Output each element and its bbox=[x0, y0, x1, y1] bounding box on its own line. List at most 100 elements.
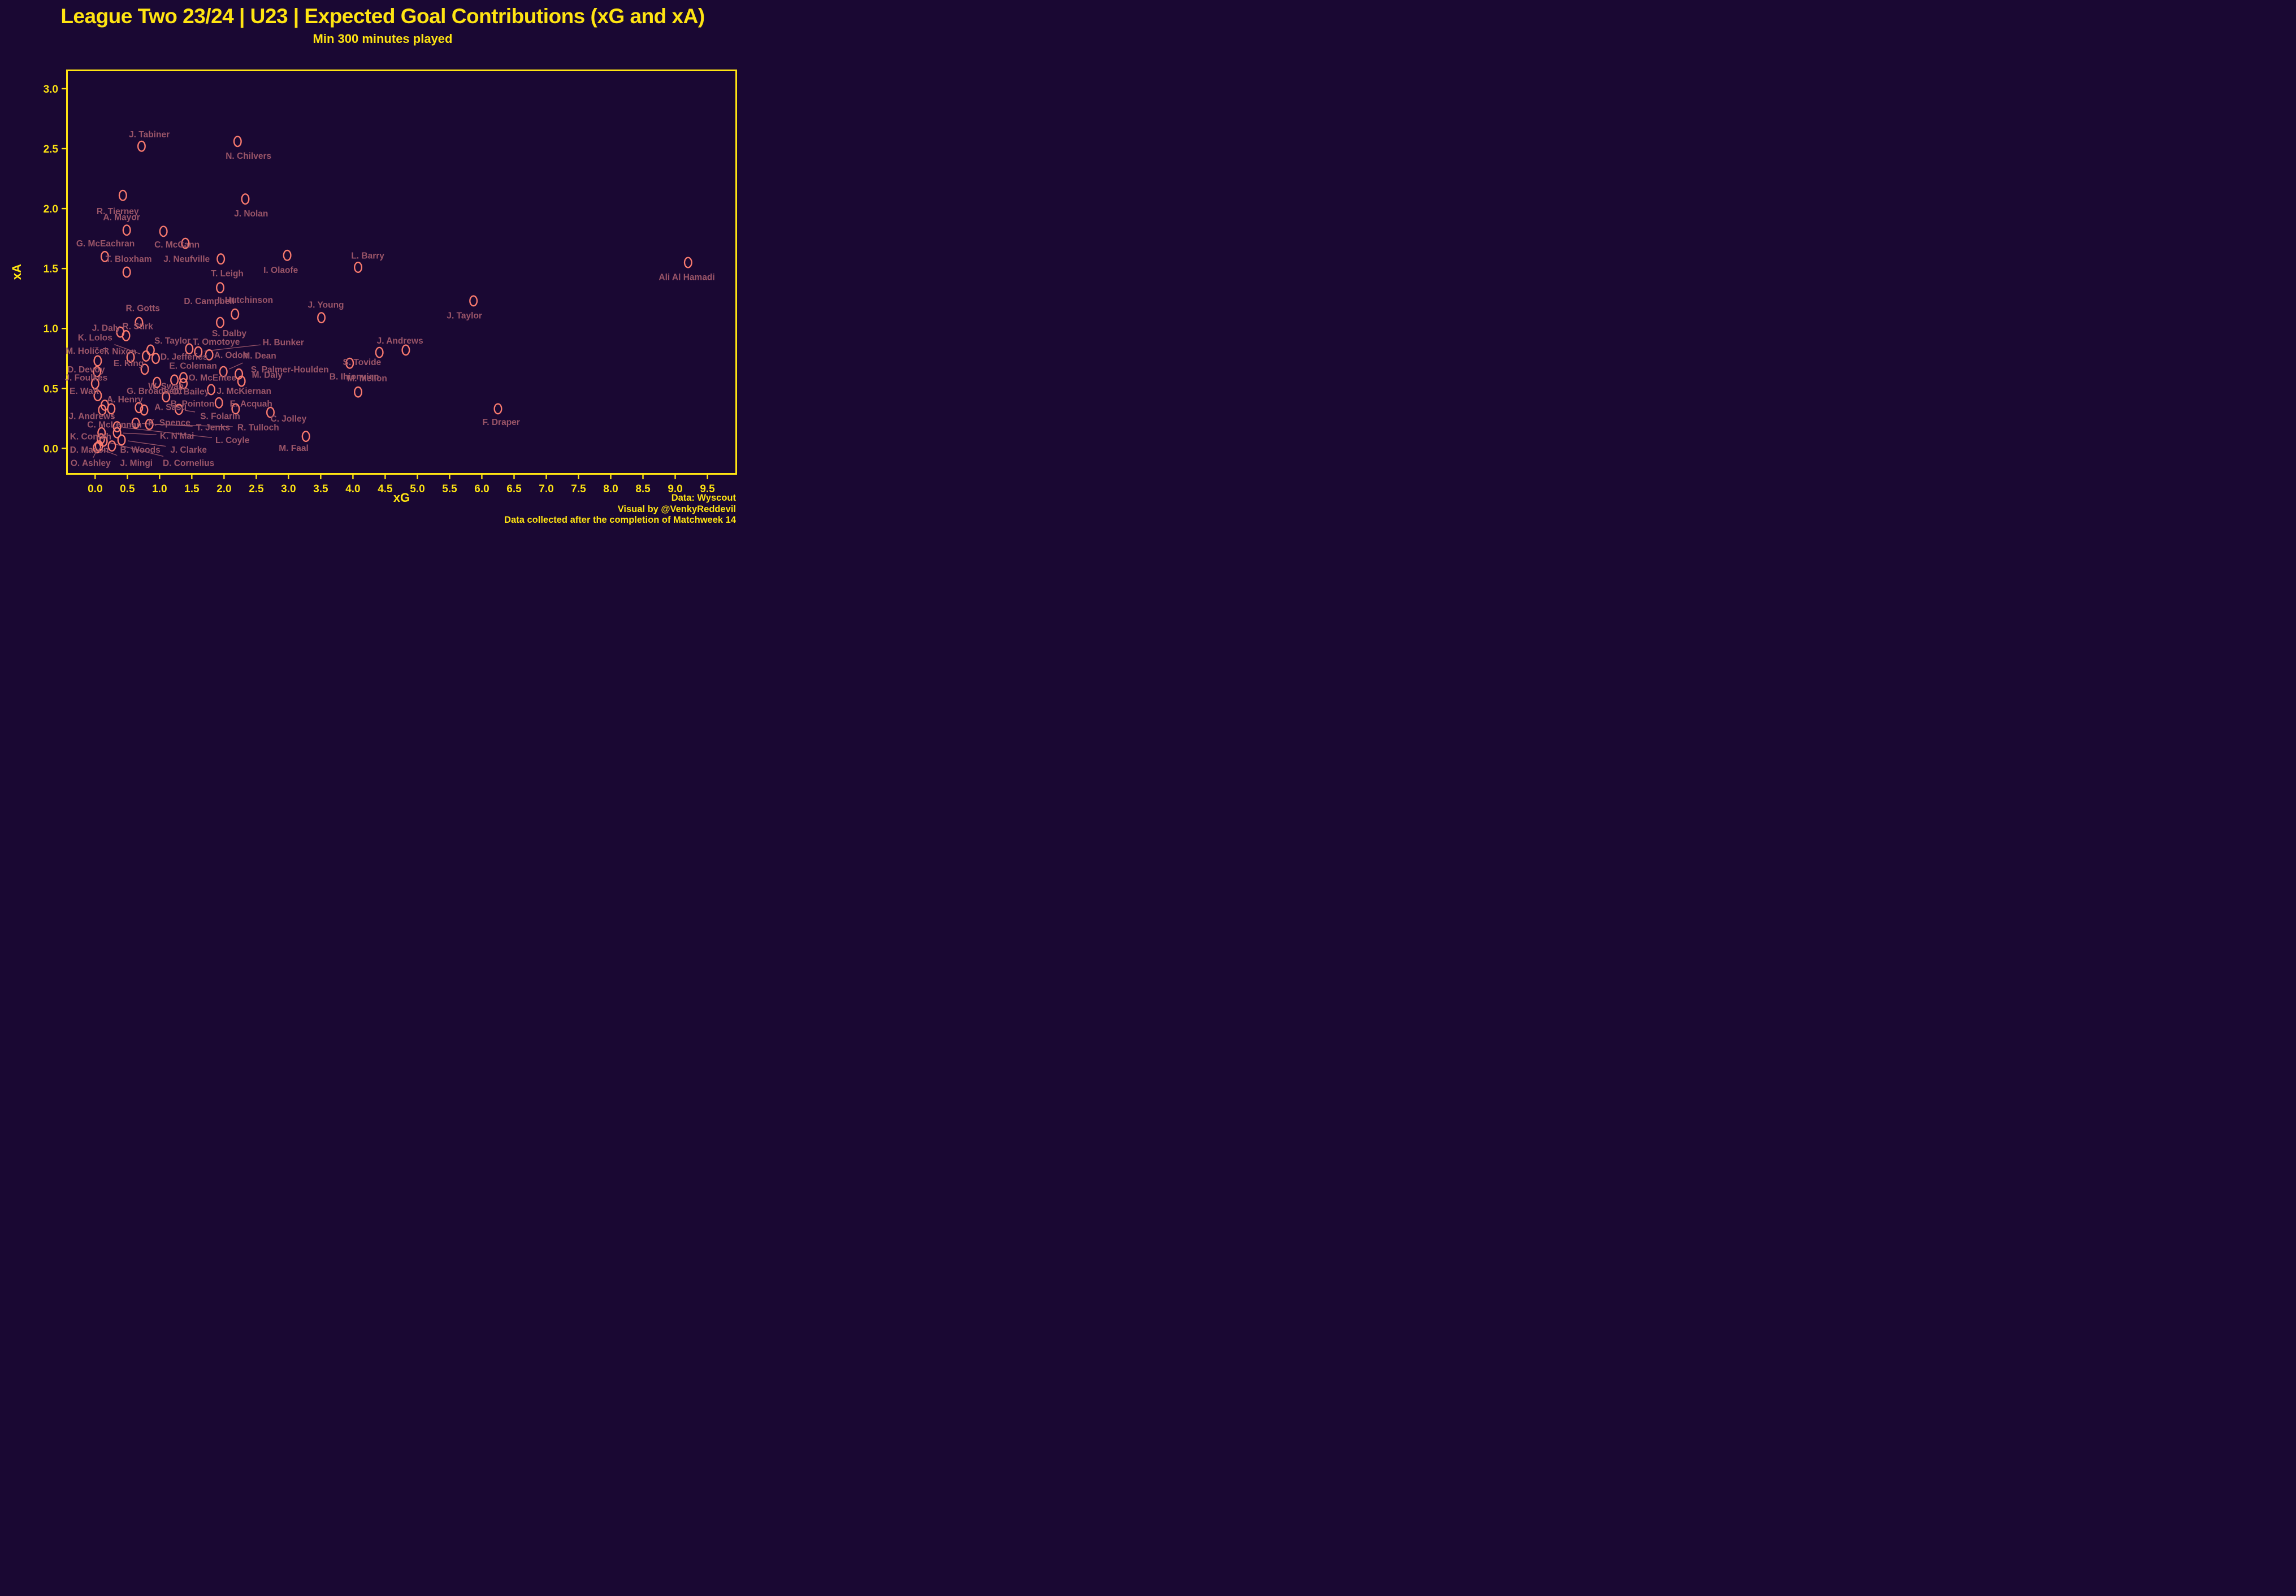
x-tick-label: 2.0 bbox=[216, 483, 231, 495]
leader-line bbox=[155, 424, 233, 427]
player-point bbox=[181, 237, 190, 249]
player-label: J. Taylor bbox=[447, 311, 482, 320]
player-point bbox=[219, 366, 228, 378]
player-point bbox=[117, 434, 126, 446]
leader-line bbox=[123, 427, 213, 438]
player-label: D. Campbell bbox=[184, 297, 235, 306]
player-point bbox=[194, 346, 203, 358]
y-axis-label: xA bbox=[10, 263, 24, 280]
y-tick-label: 1.0 bbox=[44, 323, 58, 335]
player-point bbox=[140, 363, 149, 375]
x-tick-label: 7.5 bbox=[571, 483, 586, 495]
player-label: T. Jenks bbox=[196, 423, 230, 433]
player-point bbox=[354, 386, 363, 398]
player-point bbox=[214, 397, 223, 409]
player-point bbox=[179, 372, 188, 384]
player-point bbox=[122, 224, 131, 236]
player-point bbox=[93, 355, 102, 367]
leader-line bbox=[127, 440, 166, 447]
x-tick-label: 4.0 bbox=[345, 483, 360, 495]
y-tick-label: 2.0 bbox=[44, 203, 58, 215]
player-label: K. N'Mai bbox=[160, 432, 194, 441]
player-label: J. Foulkes bbox=[64, 374, 107, 383]
player-label: O. Ashley bbox=[71, 458, 111, 468]
player-point bbox=[100, 250, 109, 262]
player-point bbox=[185, 343, 194, 355]
player-label: L. Coyle bbox=[215, 436, 250, 445]
plot-border bbox=[66, 70, 737, 475]
player-point bbox=[107, 440, 116, 452]
player-point bbox=[317, 312, 326, 324]
x-tick-label: 0.5 bbox=[120, 483, 135, 495]
player-point bbox=[266, 406, 275, 418]
attribution-source: Data: Wyscout bbox=[671, 493, 736, 503]
player-label: G. Broadbent bbox=[127, 387, 182, 396]
player-label: M. Dean bbox=[242, 351, 276, 361]
player-point bbox=[354, 262, 363, 274]
player-point bbox=[345, 357, 354, 369]
player-label: K. Lolos bbox=[78, 333, 112, 343]
player-label: S. Taylor bbox=[154, 336, 190, 346]
x-tick-label: 4.5 bbox=[378, 483, 393, 495]
leader-line bbox=[109, 442, 164, 457]
player-label: D. Cornelius bbox=[163, 458, 214, 468]
y-tick-label: 3.0 bbox=[44, 84, 58, 96]
player-label: T. Omotoye bbox=[193, 337, 240, 347]
player-label: E. Watt bbox=[70, 387, 99, 396]
player-point bbox=[683, 257, 692, 268]
scatter-plot: 0.0 0.5 1.0 1.5 2.0 2.5 3.0 3.5 4.0 4.5 5.0 5.5 6.0 6… bbox=[44, 84, 716, 495]
y-tick-label: 2.5 bbox=[44, 144, 59, 155]
player-point bbox=[301, 431, 310, 443]
player-label: A. Odoh bbox=[214, 350, 248, 360]
x-tick-label: 7.0 bbox=[539, 483, 553, 495]
x-tick-label: 5.5 bbox=[442, 483, 457, 495]
player-label: D. Mason bbox=[70, 445, 109, 455]
player-label: L. Barry bbox=[351, 251, 384, 261]
player-label: K. Spence bbox=[148, 418, 190, 428]
player-label: J. Tabiner bbox=[129, 130, 170, 140]
player-point bbox=[146, 344, 155, 356]
chart-subtitle: Min 300 minutes played bbox=[313, 32, 453, 46]
player-point bbox=[135, 316, 144, 328]
x-tick-label: 2.5 bbox=[249, 483, 264, 495]
player-label: T. Nixon bbox=[103, 347, 136, 357]
player-label: J. Neufville bbox=[163, 255, 210, 264]
player-label: J. Andrews bbox=[377, 336, 423, 346]
player-label: R. Stirk bbox=[122, 322, 153, 331]
player-label: J. McKiernan bbox=[216, 387, 271, 396]
leader-line bbox=[185, 410, 196, 413]
player-point bbox=[170, 374, 179, 386]
player-label: R. Tulloch bbox=[237, 423, 279, 433]
player-point bbox=[90, 378, 99, 389]
player-point bbox=[216, 316, 225, 328]
player-point bbox=[151, 353, 160, 365]
player-point bbox=[231, 403, 240, 415]
player-point bbox=[175, 404, 184, 415]
chart-title: League Two 23/24 | U23 | Expected Goal C… bbox=[60, 5, 705, 28]
player-point bbox=[118, 189, 127, 201]
leader-line bbox=[228, 362, 244, 370]
player-label: J. Clarke bbox=[170, 445, 207, 455]
attribution: Data: Wyscout Visual by @VenkyReddevil D… bbox=[504, 493, 736, 526]
y-tick-label: 1.5 bbox=[44, 263, 59, 275]
player-label: R. Tierney bbox=[97, 207, 139, 216]
player-label: B. Pointon bbox=[171, 399, 215, 409]
player-label: S. Tovide bbox=[343, 358, 381, 367]
player-label: C. Jolley bbox=[271, 414, 307, 424]
player-label: B. Woods bbox=[120, 445, 161, 455]
player-label: E. Coleman bbox=[169, 361, 216, 371]
player-label: C. McCann bbox=[154, 240, 200, 250]
player-point bbox=[493, 403, 502, 415]
player-label: N. Chilvers bbox=[226, 151, 271, 161]
player-label: I. Olaofe bbox=[263, 266, 298, 275]
player-label: J. Andrews bbox=[69, 412, 115, 422]
player-label: Ali Al Hamadi bbox=[659, 272, 714, 282]
player-point bbox=[237, 375, 246, 387]
x-tick-label: 3.0 bbox=[281, 483, 296, 495]
player-point bbox=[93, 389, 102, 401]
player-label: J. Young bbox=[308, 300, 344, 310]
player-point bbox=[145, 418, 154, 430]
player-label: O. Bailey bbox=[172, 387, 210, 397]
x-tick-label: 9.5 bbox=[700, 483, 715, 495]
player-point bbox=[122, 329, 131, 341]
